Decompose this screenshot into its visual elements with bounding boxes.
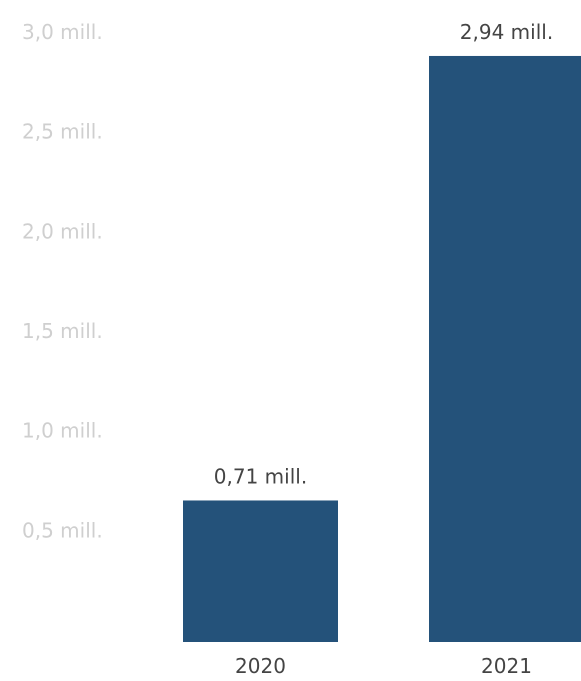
y-tick-label: 2,5 mill.: [22, 120, 103, 144]
x-axis: 2020 2021: [235, 654, 532, 678]
bar-2020: [183, 500, 338, 642]
bar-2021: [429, 55, 581, 642]
y-tick-label: 3,0 mill.: [22, 20, 103, 44]
data-labels-group: 0,71 mill. 2,94 mill.: [214, 20, 553, 489]
y-axis: 0,5 mill. 1,0 mill. 1,5 mill. 2,0 mill. 2,5 …: [22, 20, 103, 542]
y-tick-label: 1,5 mill.: [22, 319, 103, 343]
y-tick-label: 2,0 mill.: [22, 219, 103, 243]
x-tick-label-2021: 2021: [481, 654, 532, 678]
data-label-2021: 2,94 mill.: [460, 20, 553, 44]
x-tick-label-2020: 2020: [235, 654, 286, 678]
y-tick-label: 1,0 mill.: [22, 419, 103, 443]
data-label-2020: 0,71 mill.: [214, 464, 307, 488]
bars-group: [183, 55, 581, 642]
y-tick-label: 0,5 mill.: [22, 518, 103, 542]
